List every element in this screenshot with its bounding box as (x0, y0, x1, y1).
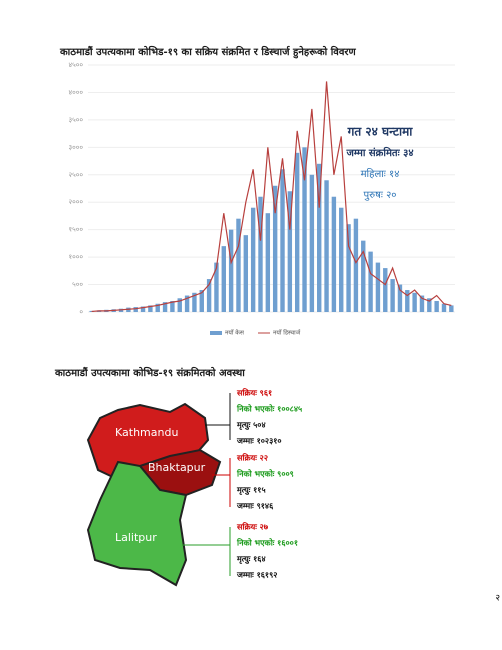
region-stat: सक्रियः २७ (236, 522, 269, 532)
bar (324, 180, 329, 312)
bar (309, 174, 315, 312)
region-stat: जम्माः १०२३१० (236, 437, 282, 446)
annotation: महिलाः १४ (361, 168, 400, 180)
region-label: Kathmandu (115, 426, 178, 439)
bar (192, 292, 197, 312)
bar (214, 262, 219, 312)
region-stat: मृत्युः ११५ (236, 486, 266, 496)
bar (221, 246, 226, 312)
y-tick-label: ० (79, 308, 83, 316)
bar (390, 279, 395, 312)
region-stat: सक्रियः ९६१ (236, 388, 272, 398)
bar (375, 262, 381, 312)
legend-swatch (210, 331, 222, 335)
bar (148, 305, 153, 312)
annotation: पुरुषः २० (363, 190, 396, 201)
bar (353, 218, 359, 312)
bar (140, 306, 146, 312)
region-stat: मृत्युः १६४ (236, 555, 266, 565)
bar (265, 213, 271, 312)
bar (339, 207, 344, 312)
bar (228, 229, 234, 312)
header-title: काठमाडौं उपत्यकामा कोभिड-१९ का सक्रिय सं… (59, 45, 357, 59)
bar (361, 240, 366, 312)
bar (243, 235, 249, 312)
bar (331, 196, 337, 312)
region-stat: सक्रियः २२ (236, 453, 268, 463)
bar (346, 224, 351, 312)
bar (155, 303, 160, 312)
region-label: Lalitpur (115, 531, 157, 544)
annotation: गत २४ घन्टामा (347, 125, 414, 139)
region-stat: जम्माः ९१४६ (236, 502, 274, 511)
bar (184, 295, 190, 312)
y-tick-label: १००० (68, 253, 83, 261)
bar (236, 218, 241, 312)
y-tick-label: २००० (68, 198, 83, 206)
bar (412, 292, 417, 312)
y-tick-label: ४५०० (68, 61, 83, 69)
annotation: जम्मा संक्रमितः ३४ (345, 146, 413, 159)
section-title: काठमाडौं उपत्यकामा कोभिड-१९ संक्रमितको अ… (54, 366, 245, 379)
bar (449, 305, 454, 312)
y-tick-label: ४००० (68, 88, 83, 96)
bar (272, 185, 278, 312)
legend-label: नयाँ डिस्चार्ज (273, 329, 301, 337)
bar (133, 307, 138, 312)
region-label: Bhaktapur (148, 461, 206, 474)
bar (162, 302, 168, 312)
bar (434, 301, 439, 312)
connector (182, 527, 231, 576)
bar (170, 301, 175, 312)
bar (419, 295, 425, 312)
connector (212, 458, 231, 507)
bar (294, 152, 300, 312)
line (91, 81, 452, 313)
bar (250, 207, 256, 312)
y-tick-label: २५०० (68, 171, 83, 179)
region-stat: मृत्युः ५०४ (236, 421, 266, 431)
page-number: २ (495, 594, 500, 604)
bar (427, 298, 432, 312)
bar (280, 169, 285, 312)
region-stat: निको भएकोः १००८४५ (236, 404, 302, 414)
region-stat: जम्माः १६१९२ (236, 571, 277, 580)
bar (368, 251, 373, 312)
bar (317, 163, 322, 312)
bar (287, 191, 293, 312)
region-stat: निको भएकोः १६००१ (236, 538, 298, 548)
bar (199, 290, 204, 312)
y-tick-label: ३५०० (68, 116, 83, 124)
y-tick-label: १५०० (68, 226, 83, 234)
bar (441, 303, 447, 312)
bar (302, 147, 307, 312)
y-tick-label: ५०० (72, 281, 83, 289)
bar (177, 298, 182, 312)
y-tick-label: ३००० (68, 143, 83, 151)
bar (397, 284, 403, 312)
bar (258, 196, 263, 312)
region-stat: निको भएकोः ९००९ (236, 469, 294, 479)
bar (206, 279, 212, 312)
bar (405, 290, 410, 312)
bar (383, 268, 388, 312)
legend-label: नयाँ केस (225, 329, 245, 337)
lalitpur-shape (86, 460, 188, 587)
connector (205, 393, 231, 440)
